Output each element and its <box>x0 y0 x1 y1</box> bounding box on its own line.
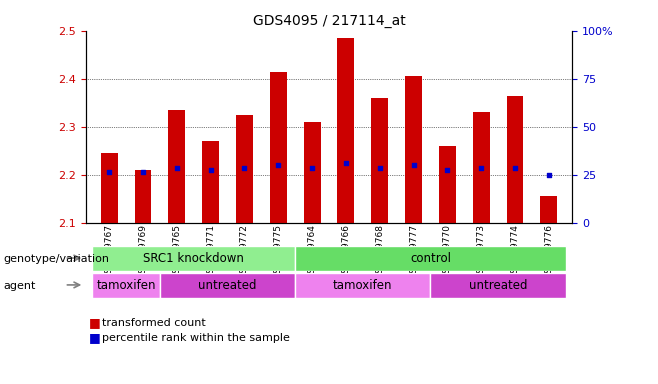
Bar <box>338 38 355 223</box>
Bar <box>472 113 490 223</box>
Point <box>273 162 284 168</box>
Text: ■: ■ <box>89 316 101 329</box>
Point <box>374 164 385 170</box>
Bar <box>101 153 118 223</box>
Point <box>205 167 216 173</box>
Point <box>307 164 317 170</box>
Text: agent: agent <box>3 281 36 291</box>
Point <box>240 164 250 170</box>
Text: ■: ■ <box>89 331 101 344</box>
Text: percentile rank within the sample: percentile rank within the sample <box>102 333 290 343</box>
Text: tamoxifen: tamoxifen <box>333 279 393 291</box>
Point <box>138 169 148 175</box>
Text: genotype/variation: genotype/variation <box>3 254 109 264</box>
Bar <box>439 146 456 223</box>
FancyBboxPatch shape <box>295 273 430 298</box>
Bar <box>540 196 557 223</box>
FancyBboxPatch shape <box>160 273 295 298</box>
Bar <box>236 115 253 223</box>
Point <box>510 164 520 170</box>
Text: untreated: untreated <box>198 279 257 291</box>
Bar <box>405 76 422 223</box>
Bar <box>168 110 186 223</box>
Bar <box>202 141 219 223</box>
Text: untreated: untreated <box>468 279 527 291</box>
Point <box>104 169 114 175</box>
FancyBboxPatch shape <box>92 273 160 298</box>
Point <box>172 164 182 170</box>
Text: SRC1 knockdown: SRC1 knockdown <box>143 252 244 265</box>
FancyBboxPatch shape <box>430 273 566 298</box>
Text: control: control <box>410 252 451 265</box>
FancyBboxPatch shape <box>295 246 566 271</box>
Bar <box>507 96 523 223</box>
Point <box>408 162 418 168</box>
Bar <box>135 170 151 223</box>
Point <box>442 167 453 173</box>
Title: GDS4095 / 217114_at: GDS4095 / 217114_at <box>253 14 405 28</box>
Bar <box>270 71 287 223</box>
Bar <box>371 98 388 223</box>
Point <box>341 160 351 166</box>
Point <box>544 172 554 178</box>
FancyBboxPatch shape <box>92 246 295 271</box>
Text: transformed count: transformed count <box>102 318 206 328</box>
Text: tamoxifen: tamoxifen <box>96 279 156 291</box>
Bar <box>303 122 320 223</box>
Point <box>476 164 486 170</box>
